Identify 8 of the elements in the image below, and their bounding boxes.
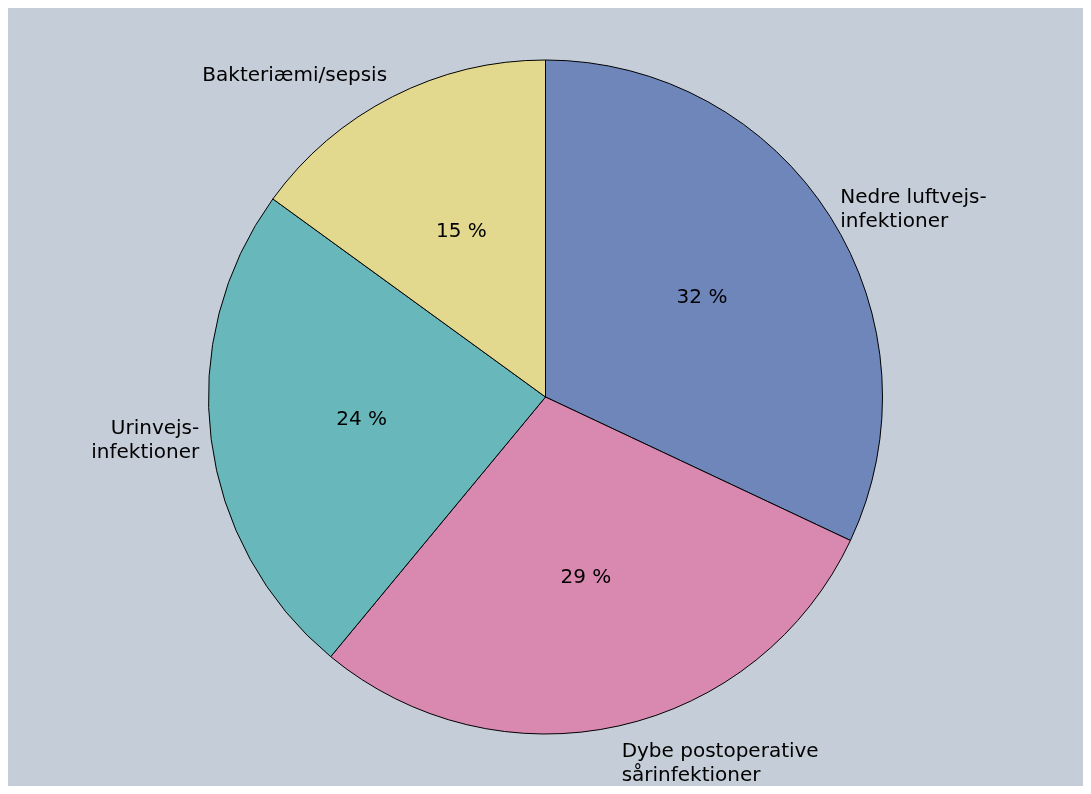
data-label: 15 % xyxy=(435,218,487,243)
data-label: 24 % xyxy=(336,406,388,431)
data-label: 32 % xyxy=(676,283,728,308)
data-label: 29 % xyxy=(560,564,612,589)
slice-label: Urinvejs- infektioner xyxy=(91,414,201,463)
slice-label: Dybe postoperative sårinfektioner xyxy=(621,737,819,786)
slice-label: Bakteriæmi/sepsis xyxy=(202,62,388,87)
slice-label: Nedre luftvejs- infektioner xyxy=(840,184,987,233)
